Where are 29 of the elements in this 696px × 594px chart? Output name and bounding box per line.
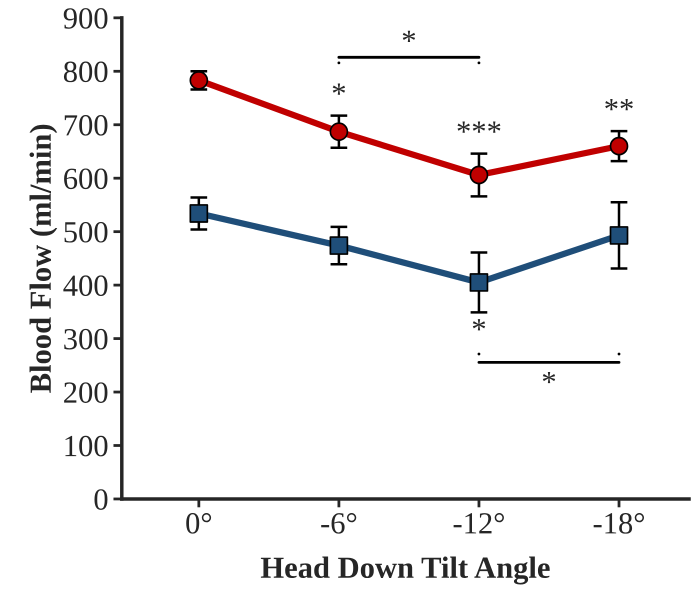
annotation: *	[332, 84, 346, 95]
point	[610, 226, 628, 245]
point	[610, 136, 628, 156]
y-tick-label: 100	[65, 436, 108, 456]
y-tick-label: 900	[64, 8, 108, 29]
annotation: *	[402, 30, 416, 42]
y-tick-label: 700	[64, 115, 108, 136]
y-tick-label: 500	[64, 222, 108, 243]
y-axis-title: Blood Flow (ml/min)	[30, 124, 58, 393]
x-axis-title: Head Down Tilt Angle	[260, 556, 550, 584]
annotation: *	[472, 319, 486, 330]
point	[470, 273, 488, 292]
y-tick-label: 300	[64, 328, 108, 350]
y-tick-label: 800	[64, 62, 108, 82]
point	[189, 204, 208, 223]
y-tick-label: 0	[94, 489, 108, 510]
x-tick-label: 0°	[186, 513, 212, 534]
y-tick-label: 200	[64, 382, 108, 403]
annotation: **	[605, 99, 633, 110]
x-tick-label: -18°	[594, 513, 644, 534]
annotation: ***	[458, 122, 500, 133]
y-tick-label: 600	[64, 168, 108, 190]
x-tick-label: -6°	[321, 513, 356, 534]
point	[470, 166, 488, 184]
point	[330, 122, 348, 142]
point	[330, 236, 348, 255]
y-tick-label: 400	[63, 275, 108, 296]
x-tick-label: -12°	[454, 513, 504, 534]
annotation: *	[542, 372, 556, 384]
